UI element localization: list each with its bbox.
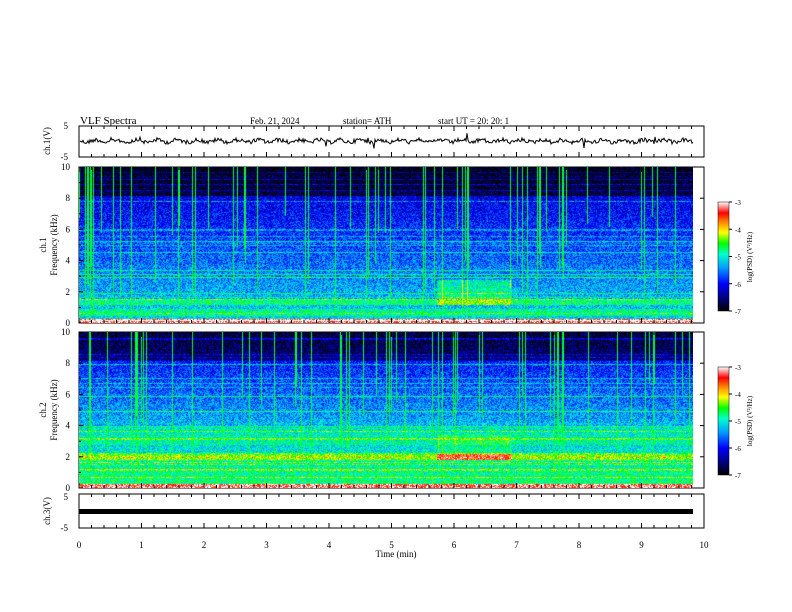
x-tick-label: 0 [77,540,82,550]
x-axis-tick-labels: 0 1 2 3 4 5 6 7 8 9 10 [77,540,709,550]
y-tick-label: 0 [66,483,71,493]
x-tick-label: 2 [202,540,207,550]
x-axis-ticks [78,126,705,528]
ch2-colorbar-gradient [717,366,730,476]
x-tick-label: 7 [514,540,519,550]
x-tick-label: 5 [389,540,394,550]
colorbar-tick-label: -3 [735,364,741,372]
colorbar-tick-label: -6 [735,445,741,453]
ch3-ytick-bottom: -5 [61,523,69,533]
ch2-ylabel-channel: ch.2 [38,402,48,417]
y-tick-label: 6 [66,224,71,234]
colorbar-tick-label: -5 [735,418,741,426]
y-tick-label: 10 [61,162,71,172]
header-date: Feb. 21, 2024 [250,116,300,126]
x-tick-label: 8 [577,540,582,550]
ch1-ylabel: ch.1(V) [42,127,52,155]
ch2-spectrogram-image [79,332,693,488]
y-tick-label: 8 [66,193,71,203]
ch2-spectrogram-panel: 0 2 4 6 8 10 ch.2 Frequency (kHz) [38,327,705,493]
colorbar-tick-label: -5 [735,254,741,262]
ch1-colorbar-label: log(PSD) (V²/Hz) [746,231,754,282]
ch3-ytick-top: 5 [64,492,69,502]
figure-title: VLF Spectra [80,115,137,127]
colorbar-tick-label: -6 [735,281,741,289]
header-station: station= ATH [343,116,392,126]
ch1-ytick-top: 5 [64,121,69,131]
y-tick-label: 10 [61,327,71,337]
ch1-waveform-line [79,133,694,149]
ch2-colorbar: -3 -4 -5 -6 -7 log(PSD) (V²/Hz) [717,364,754,480]
colorbar-tick-label: -3 [735,199,741,207]
ch3-waveform-line [79,509,693,514]
ch2-colorbar-label: log(PSD) (V²/Hz) [746,395,754,446]
y-tick-label: 8 [66,358,71,368]
ch2-ylabel-frequency: Frequency (kHz) [49,379,59,440]
colorbar-tick-label: -4 [735,226,741,234]
colorbar-tick-label: -4 [735,391,741,399]
colorbar-tick-label: -7 [735,472,741,480]
y-tick-label: 6 [66,389,71,399]
x-tick-label: 1 [139,540,144,550]
ch1-ylabel-channel: ch.1 [38,237,48,252]
ch1-spectrogram-panel: 0 2 4 6 8 10 ch.1 Frequency (kHz) [38,162,705,328]
x-axis-label: Time (min) [376,549,417,559]
x-tick-label: 10 [700,540,710,550]
x-tick-label: 4 [327,540,332,550]
y-tick-label: 4 [66,421,71,431]
ch1-colorbar-gradient [717,201,730,312]
y-tick-label: 4 [66,256,71,266]
x-tick-label: 3 [264,540,269,550]
ch1-ytick-bottom: -5 [61,152,69,162]
ch1-colorbar: -3 -4 -5 -6 -7 log(PSD) (V²/Hz) [717,199,754,316]
x-tick-label: 6 [452,540,457,550]
header-start-time: start UT = 20: 20: 1 [438,116,509,126]
y-tick-label: 2 [66,452,71,462]
colorbar-tick-label: -7 [735,308,741,316]
y-tick-label: 0 [66,318,71,328]
x-tick-label: 9 [639,540,644,550]
y-tick-label: 2 [66,287,71,297]
ch3-ylabel: ch.3(V) [42,497,52,525]
ch1-spectrogram-image [79,167,693,323]
ch1-ylabel-frequency: Frequency (kHz) [49,214,59,275]
